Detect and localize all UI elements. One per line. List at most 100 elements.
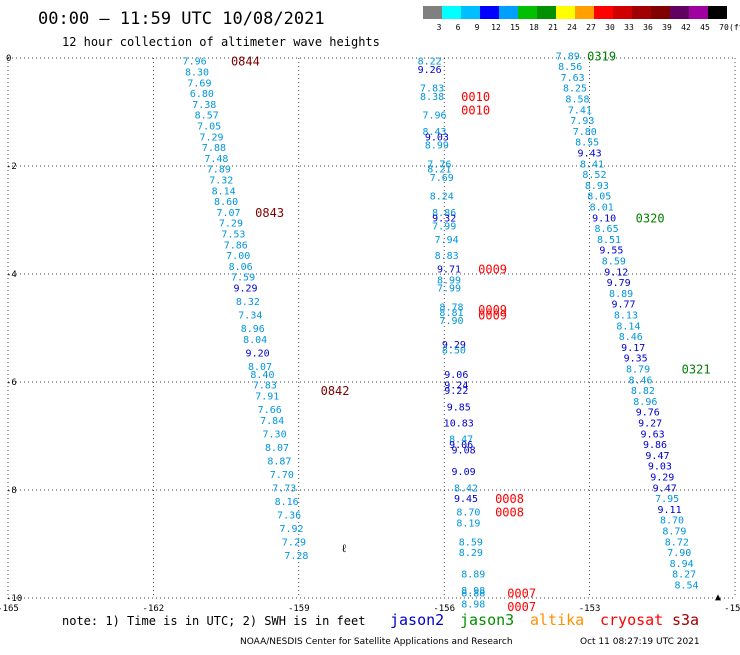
wave-height-s3a: 8.06	[229, 262, 253, 273]
time-label: 0009	[478, 263, 507, 277]
wave-height-s3a: 7.29	[282, 537, 306, 548]
wave-height-jason3: 9.11	[658, 505, 682, 516]
wave-height-s3a: 7.66	[258, 405, 282, 416]
wave-height-s3a: 8.40	[250, 370, 274, 381]
footnote: note: 1) Time is in UTC; 2) SWH is in fe…	[62, 614, 365, 628]
wave-height-cryosat: 9.08	[452, 446, 476, 457]
wave-height-jason3: 8.72	[665, 537, 689, 548]
wave-height-jason3: 9.47	[645, 451, 669, 462]
wave-height-jason3: 8.46	[619, 332, 643, 343]
legend-swatch	[575, 6, 594, 19]
wave-height-jason3: 9.29	[650, 473, 674, 484]
wave-height-s3a: 7.48	[204, 154, 228, 165]
wave-height-s3a: 8.87	[267, 456, 291, 467]
wave-height-jason3: 8.27	[672, 570, 696, 581]
wave-height-s3a: 7.70	[270, 470, 294, 481]
wave-height-cryosat: 8.70	[456, 508, 480, 519]
time-label: 0842	[321, 384, 350, 398]
wave-height-s3a: 7.30	[263, 429, 287, 440]
wave-height-jason3: 8.79	[626, 365, 650, 376]
wave-height-cryosat: 9.06	[444, 370, 468, 381]
wave-height-cryosat: 8.43	[422, 127, 446, 138]
wave-height-jason3: 8.01	[590, 203, 614, 214]
wave-height-s3a: 9.20	[246, 348, 270, 359]
wave-height-cryosat: 8.86	[432, 208, 456, 219]
x-tick-label: -150	[724, 604, 740, 614]
wave-height-jason3: 8.82	[631, 386, 655, 397]
legend-label: 42	[681, 23, 691, 32]
wave-height-jason3: 9.47	[653, 483, 677, 494]
wave-height-cryosat: 8.22	[418, 57, 442, 68]
wave-height-jason3: 7.41	[568, 105, 592, 116]
time-label: 0009	[478, 309, 507, 323]
legend-label: 24	[567, 23, 577, 32]
wave-height-s3a: 8.32	[236, 297, 260, 308]
legend-swatch	[708, 6, 727, 19]
wave-height-jason3: 7.95	[655, 494, 679, 505]
legend-swatch	[632, 6, 651, 19]
satellite-name-jason2: jason2	[390, 611, 444, 629]
wave-height-cryosat: 8.19	[456, 518, 480, 529]
wave-height-jason3: 8.70	[660, 516, 684, 527]
wave-height-cryosat: 8.24	[430, 192, 454, 203]
wave-height-cryosat: 9.24	[444, 381, 468, 392]
wave-height-jason3: 8.14	[616, 321, 640, 332]
wave-height-jason3: 8.55	[575, 138, 599, 149]
wave-height-s3a: 7.36	[277, 510, 301, 521]
wave-height-cryosat: 9.09	[452, 467, 476, 478]
wave-height-jason3: 7.89	[556, 51, 580, 62]
y-tick-label: -10	[6, 594, 22, 604]
wave-height-jason3: 9.55	[599, 246, 623, 257]
time-label: 0843	[255, 206, 284, 220]
wave-height-cryosat: 9.03	[425, 132, 449, 143]
credit-org: NOAA/NESDIS Center for Satellite Applica…	[240, 637, 513, 647]
wave-height-s3a: 7.73	[272, 483, 296, 494]
legend-swatch	[423, 6, 442, 19]
wave-height-cryosat: 9.32	[432, 213, 456, 224]
legend-label: 18	[529, 23, 539, 32]
wave-height-jason3: 8.59	[602, 257, 626, 268]
wave-height-jason3: 8.65	[595, 224, 619, 235]
wave-height-jason3: 8.89	[609, 289, 633, 300]
wave-height-s3a: 7.96	[183, 57, 207, 68]
time-label: 0008	[495, 492, 524, 506]
wave-height-s3a: 8.04	[243, 335, 267, 346]
wave-height-cryosat: 9.26	[418, 65, 442, 76]
wave-height-s3a: 7.59	[231, 273, 255, 284]
legend-label: 70	[719, 23, 729, 32]
wave-height-jason3: 8.25	[563, 84, 587, 95]
legend-label: 30	[605, 23, 615, 32]
wave-height-s3a: 7.88	[202, 143, 226, 154]
x-tick-label: -153	[579, 604, 601, 614]
wave-height-cryosat: 8.99	[437, 275, 461, 286]
time-label: 0010	[461, 103, 490, 117]
wave-height-jason3: 9.63	[641, 429, 665, 440]
wave-height-cryosat: 8.47	[449, 435, 473, 446]
wave-height-jason3: 9.43	[578, 149, 602, 160]
wave-height-cryosat: 8.29	[459, 548, 483, 559]
wave-height-s3a: 7.00	[226, 251, 250, 262]
wave-height-s3a: 7.28	[284, 551, 308, 562]
wave-height-jason3: 8.54	[674, 581, 698, 592]
wave-height-jason3: 8.05	[587, 192, 611, 203]
wave-height-jason3: 8.58	[565, 95, 589, 106]
wave-height-jason3: 9.10	[592, 213, 616, 224]
wave-height-s3a: 7.91	[255, 392, 279, 403]
wave-height-jason3: 8.52	[582, 170, 606, 181]
wave-height-jason3: 8.79	[662, 527, 686, 538]
wave-height-s3a: 7.86	[224, 240, 248, 251]
wave-height-jason3: 9.77	[611, 300, 635, 311]
legend-label: 6	[456, 23, 461, 32]
wave-height-cryosat: 7.96	[422, 111, 446, 122]
wave-height-cryosat: 8.88	[461, 589, 485, 600]
wave-height-s3a: 7.92	[279, 524, 303, 535]
wave-height-cryosat: 7.99	[437, 284, 461, 295]
wave-height-cryosat: 7.76	[427, 159, 451, 170]
satellite-name-altika: altika	[530, 611, 584, 629]
wave-height-cryosat: 8.42	[454, 483, 478, 494]
time-label: 0010	[461, 90, 490, 104]
x-tick-label: -156	[433, 604, 455, 614]
y-axis-ticks: 0 -2 -4 -6 -8 -10	[6, 54, 22, 604]
